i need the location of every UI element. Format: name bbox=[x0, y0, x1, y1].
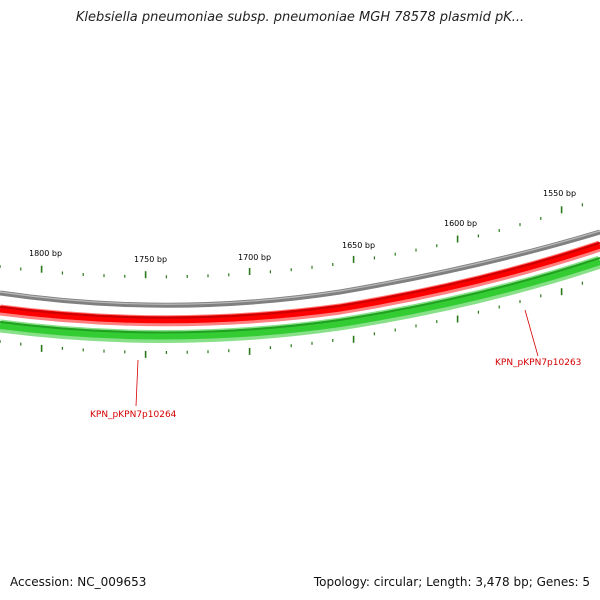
gene-arc-reverse-core bbox=[0, 241, 600, 324]
gene-arc-forward-dark bbox=[0, 257, 600, 334]
accession-text: Accession: NC_009653 bbox=[10, 575, 147, 589]
ruler-label-1600: 1600 bp bbox=[444, 219, 477, 228]
ruler-label-1700: 1700 bp bbox=[238, 253, 271, 262]
ruler-label-1750: 1750 bp bbox=[134, 255, 167, 264]
backbone-ring-highlight bbox=[0, 230, 600, 305]
gene-label-KPN_pKPN7p10263[interactable]: KPN_pKPN7p10263 bbox=[495, 358, 581, 368]
gene-leader-KPN_pKPN7p10263 bbox=[524, 309, 539, 357]
ruler-label-1650: 1650 bp bbox=[342, 241, 375, 250]
gene-arc-forward-core bbox=[0, 257, 600, 340]
ruler-label-1800: 1800 bp bbox=[29, 249, 62, 258]
inner-ruler-ticks bbox=[0, 281, 584, 358]
gene-arc-reverse-dark bbox=[0, 242, 600, 319]
ruler-label-1550: 1550 bp bbox=[543, 189, 576, 198]
backbone-ring bbox=[0, 229, 600, 308]
map-summary-text: Topology: circular; Length: 3,478 bp; Ge… bbox=[313, 575, 590, 589]
gene-leader-KPN_pKPN7p10264 bbox=[135, 359, 139, 407]
map-title: Klebsiella pneumoniae subsp. pneumoniae … bbox=[75, 10, 525, 25]
outer-ruler-ticks bbox=[0, 203, 584, 279]
gene-label-KPN_pKPN7p10264[interactable]: KPN_pKPN7p10264 bbox=[90, 410, 177, 420]
